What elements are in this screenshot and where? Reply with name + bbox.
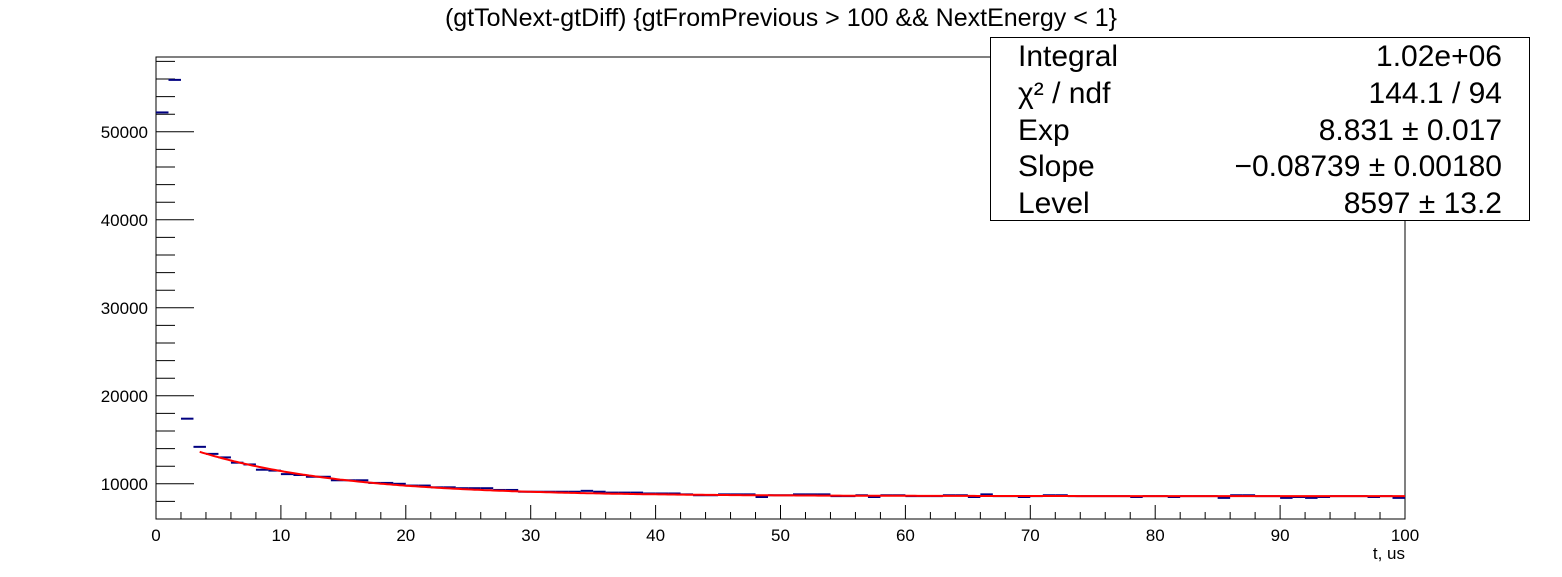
x-tick-label: 20 [396,526,415,545]
stats-label: Integral [1018,40,1119,73]
fit-curve [199,450,1405,498]
stats-row-integral: Integral 1.02e+06 [1018,39,1502,75]
stats-label: Exp [1018,114,1070,147]
x-tick-label: 30 [521,526,540,545]
fit-line [199,450,1405,498]
x-tick-label: 40 [646,526,665,545]
stats-row-exp: Exp 8.831 ± 0.017 [1018,113,1502,149]
stats-value: 144.1 / 94 [1368,77,1502,110]
x-axis-label-group: t, us [1373,544,1405,563]
x-tick-label: 0 [151,526,160,545]
stats-box: Integral 1.02e+06 χ² / ndf 144.1 / 94 Ex… [990,37,1530,221]
x-tick-label: 100 [1391,526,1419,545]
y-tick-label: 20000 [101,387,148,406]
chart-title: (gtToNext-gtDiff) {gtFromPrevious > 100 … [444,4,1118,32]
stats-row-chi2: χ² / ndf 144.1 / 94 [1018,76,1502,112]
y-tick-label: 40000 [101,211,148,230]
x-axis: 0 10 20 30 40 50 60 70 80 90 100 [151,505,1419,545]
stats-value: 8.831 ± 0.017 [1318,114,1502,147]
x-axis-label: t, us [1373,544,1405,563]
stats-row-level: Level 8597 ± 13.2 [1018,186,1502,222]
y-axis: 10000 20000 30000 40000 50000 [101,60,194,520]
x-tick-label: 70 [1021,526,1040,545]
y-tick-label: 30000 [101,299,148,318]
y-tick-label: 50000 [101,123,148,142]
x-tick-label: 90 [1271,526,1290,545]
stats-label: χ² / ndf [1018,77,1111,110]
stats-label: Slope [1018,150,1095,183]
x-tick-label: 50 [771,526,790,545]
y-tick-label: 10000 [101,475,148,494]
x-tick-label: 80 [1146,526,1165,545]
stats-label: Level [1018,187,1090,220]
stats-value: 1.02e+06 [1376,40,1502,73]
stats-row-slope: Slope −0.08739 ± 0.00180 [1018,149,1502,185]
x-tick-label: 60 [896,526,915,545]
stats-value: 8597 ± 13.2 [1343,187,1502,220]
stats-value: −0.08739 ± 0.00180 [1234,150,1502,183]
x-tick-label: 10 [271,526,290,545]
